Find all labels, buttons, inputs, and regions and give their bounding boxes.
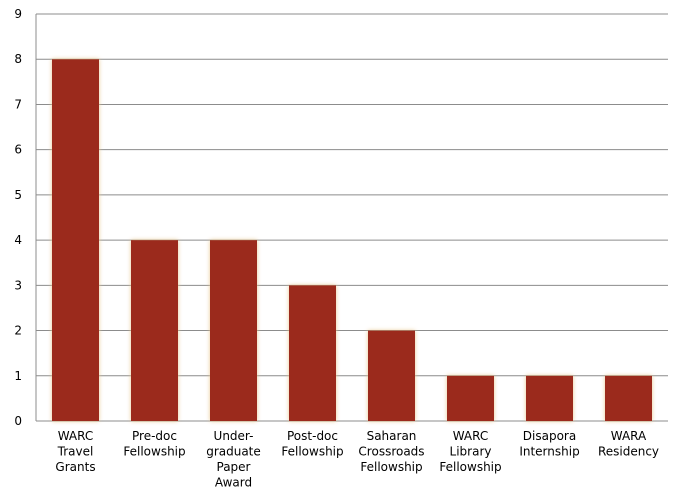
y-tick-label: 2 [14,324,22,338]
bar [368,330,415,421]
bar [605,375,652,421]
x-category-label: Post-doc Fellowship [281,429,343,459]
y-tick-label: 0 [14,414,22,428]
x-category-label: Disapora Internship [519,429,579,459]
x-category-labels: WARC Travel Grants Pre-doc Fellowship Under-g… [55,429,659,490]
bar [526,375,573,421]
bar [131,240,178,421]
y-tick-label: 8 [14,52,22,66]
bar [289,285,336,421]
axes [35,14,668,422]
bar [447,375,494,421]
bars [52,59,652,421]
y-tick-label: 9 [14,7,22,21]
y-tick-label: 6 [14,143,22,157]
x-category-label: Under-graduate Paper Award [206,429,261,490]
x-category-label: WARC Travel Grants [55,429,95,474]
y-tick-label: 5 [14,188,22,202]
gridlines [36,13,668,377]
y-tick-label: 1 [14,369,22,383]
x-category-label: WARA Residency [598,429,659,459]
bar [210,240,257,421]
y-tick-label: 3 [14,278,22,292]
y-tick-label: 7 [14,97,22,111]
y-tick-labels: 0 1 2 3 4 5 6 7 8 9 [14,7,22,428]
x-category-label: Saharan Crossroads Fellowship [358,429,424,474]
x-category-label: WARC Library Fellowship [439,429,501,474]
bar [52,59,99,421]
x-category-label: Pre-doc Fellowship [123,429,185,459]
y-tick-label: 4 [14,233,22,247]
